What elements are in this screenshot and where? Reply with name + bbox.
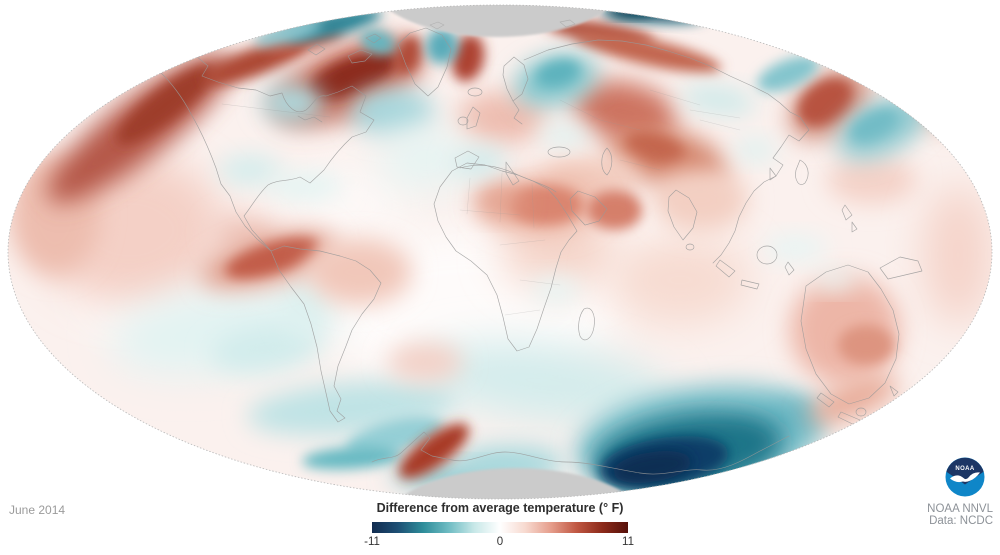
noaa-logo-text: NOAA xyxy=(955,466,975,472)
seagull-icon xyxy=(950,472,980,483)
globe-outline xyxy=(7,4,993,500)
credit-source: NOAA NNVL xyxy=(927,503,993,515)
coastlines xyxy=(151,19,923,475)
credits: NOAA NNVL Data: NCDC NOAA xyxy=(927,457,993,528)
world-anomaly-map xyxy=(7,4,993,500)
legend-colorbar xyxy=(372,522,628,533)
map-svg xyxy=(7,4,993,500)
date-label: June 2014 xyxy=(9,503,66,517)
anomaly-field xyxy=(8,5,992,499)
legend-title: Difference from average temperature (° F… xyxy=(376,501,624,515)
noaa-logo: NOAA xyxy=(945,457,985,497)
arctic-no-data-cap xyxy=(370,5,626,37)
footer: June 2014 Difference from average temper… xyxy=(0,457,1000,555)
legend-tick-max: 11 xyxy=(622,536,634,548)
legend-tick-zero: 0 xyxy=(496,536,504,548)
credit-data-source: Data: NCDC xyxy=(929,515,993,528)
legend-tick-min: -11 xyxy=(364,536,380,548)
